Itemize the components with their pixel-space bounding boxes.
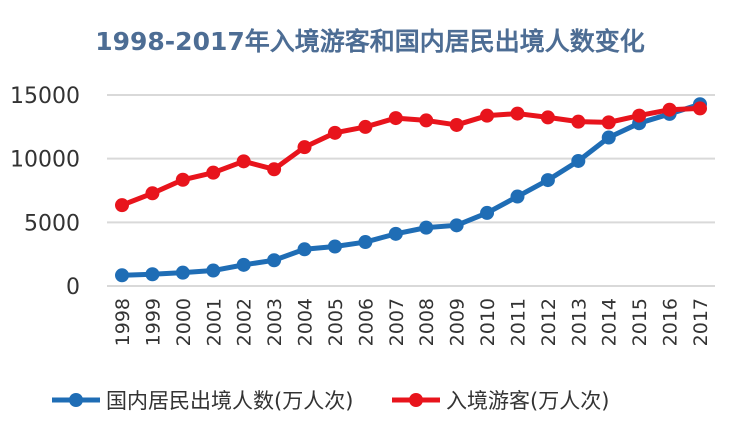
x-tick-label: 2000	[173, 298, 195, 346]
x-tick-label: 1998	[112, 298, 134, 346]
x-tick-label: 2002	[234, 298, 256, 346]
x-tick-label: 2016	[660, 298, 682, 346]
data-point	[662, 102, 677, 117]
data-point	[327, 239, 342, 254]
data-point	[206, 263, 221, 278]
x-tick-label: 2009	[447, 298, 469, 346]
data-point	[571, 114, 586, 129]
legend-marker	[409, 393, 423, 407]
x-tick-label: 2005	[325, 298, 347, 346]
data-point	[297, 242, 312, 257]
data-point	[480, 108, 495, 123]
data-point	[449, 117, 464, 132]
data-point	[540, 173, 555, 188]
x-tick-label: 2014	[599, 298, 621, 346]
series-line	[121, 101, 701, 278]
data-point	[236, 154, 251, 169]
data-point	[236, 257, 251, 272]
legend-label: 国内居民出境人数(万人次)	[106, 389, 353, 413]
data-point	[510, 106, 525, 121]
x-tick-label: 2010	[477, 298, 499, 346]
x-tick-label: 2006	[355, 298, 377, 346]
data-point	[480, 205, 495, 220]
data-point	[145, 267, 160, 282]
x-tick-label: 2012	[538, 298, 560, 346]
x-tick-label: 2003	[264, 298, 286, 346]
data-point	[115, 198, 129, 213]
data-point	[571, 153, 586, 168]
data-point	[388, 226, 403, 241]
data-point	[145, 186, 160, 201]
x-tick-label: 2015	[629, 298, 651, 346]
data-point	[601, 130, 616, 145]
x-tick-label: 2008	[416, 298, 438, 346]
data-point	[419, 113, 434, 128]
x-tick-label: 1999	[142, 298, 164, 346]
legend-marker	[69, 393, 83, 407]
x-tick-label: 2011	[507, 298, 529, 346]
data-point	[601, 115, 616, 130]
data-point	[115, 268, 129, 283]
data-point	[540, 110, 555, 125]
x-tick-label: 2017	[690, 298, 712, 346]
data-point	[358, 235, 373, 250]
x-tick-label: 2004	[295, 298, 317, 346]
y-tick-label: 10000	[10, 148, 80, 173]
legend-label: 入境游客(万人次)	[446, 389, 609, 413]
data-point	[267, 253, 282, 268]
x-tick-label: 2013	[568, 298, 590, 346]
data-point	[510, 189, 525, 204]
data-point	[358, 119, 373, 134]
data-point	[419, 220, 434, 235]
data-point	[175, 265, 190, 280]
data-point	[297, 140, 312, 155]
y-tick-label: 0	[66, 275, 80, 300]
data-point	[449, 218, 464, 233]
data-point	[206, 165, 221, 180]
y-tick-label: 15000	[10, 84, 80, 109]
data-point	[327, 125, 342, 140]
data-point	[175, 172, 190, 187]
x-tick-label: 2007	[386, 298, 408, 346]
y-tick-label: 5000	[24, 211, 80, 236]
data-point	[632, 108, 647, 123]
data-point	[388, 111, 403, 126]
chart-title: 1998-2017年入境游客和国内居民出境人数变化	[95, 27, 645, 56]
x-tick-label: 2001	[203, 298, 225, 346]
data-point	[267, 162, 282, 177]
data-point	[693, 101, 707, 116]
